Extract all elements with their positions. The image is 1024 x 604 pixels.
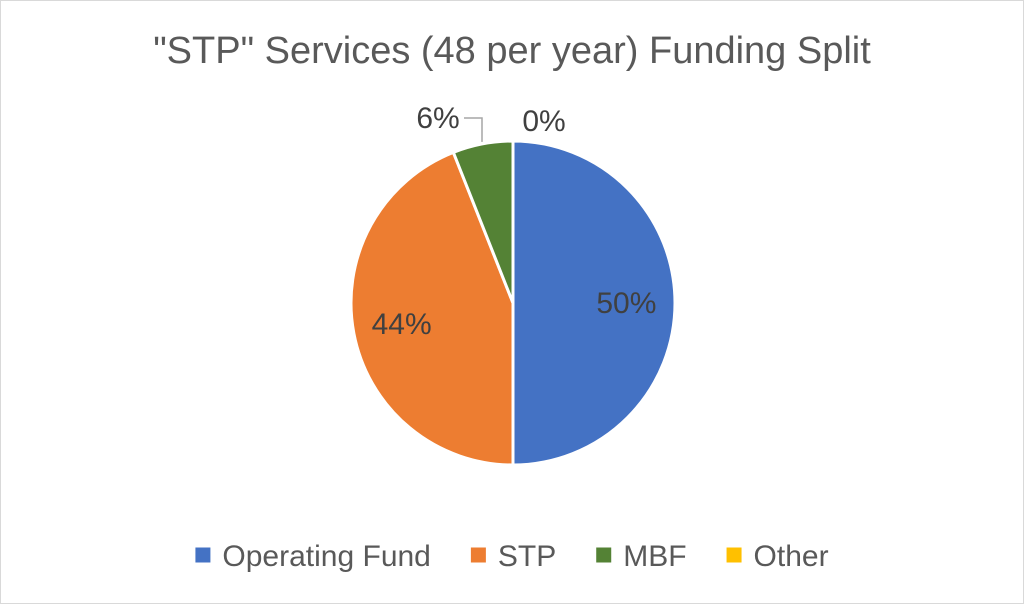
legend-item-operating-fund: Operating Fund — [195, 540, 431, 573]
legend-label-stp: STP — [498, 540, 556, 573]
pie-slice-stp — [349, 150, 515, 467]
legend-label-operating-fund: Operating Fund — [222, 540, 430, 573]
legend-item-stp: STP — [470, 540, 556, 573]
data-label-operating-fund: 50% — [596, 287, 656, 320]
legend-swatch-stp — [470, 547, 486, 563]
pie-slice-operating-fund — [511, 139, 677, 467]
legend-label-mbf: MBF — [623, 540, 686, 573]
pie-slice-mbf — [451, 139, 515, 304]
data-label-mbf: 6% — [416, 102, 459, 135]
legend-label-other: Other — [754, 540, 829, 573]
pie-slices — [349, 139, 677, 467]
data-label-stp: 44% — [372, 308, 432, 341]
leader-line-mbf — [464, 117, 483, 142]
legend-item-mbf: MBF — [596, 540, 687, 573]
chart-title: "STP" Services (48 per year) Funding Spl… — [153, 30, 871, 72]
legend: Operating Fund STP MBF Other — [195, 540, 829, 573]
data-labels: 50% 44% 6% 0% — [372, 102, 657, 341]
legend-swatch-other — [726, 547, 742, 563]
data-label-other: 0% — [522, 105, 565, 138]
legend-swatch-mbf — [596, 547, 612, 563]
legend-item-other: Other — [726, 540, 829, 573]
legend-swatch-operating-fund — [195, 547, 211, 563]
